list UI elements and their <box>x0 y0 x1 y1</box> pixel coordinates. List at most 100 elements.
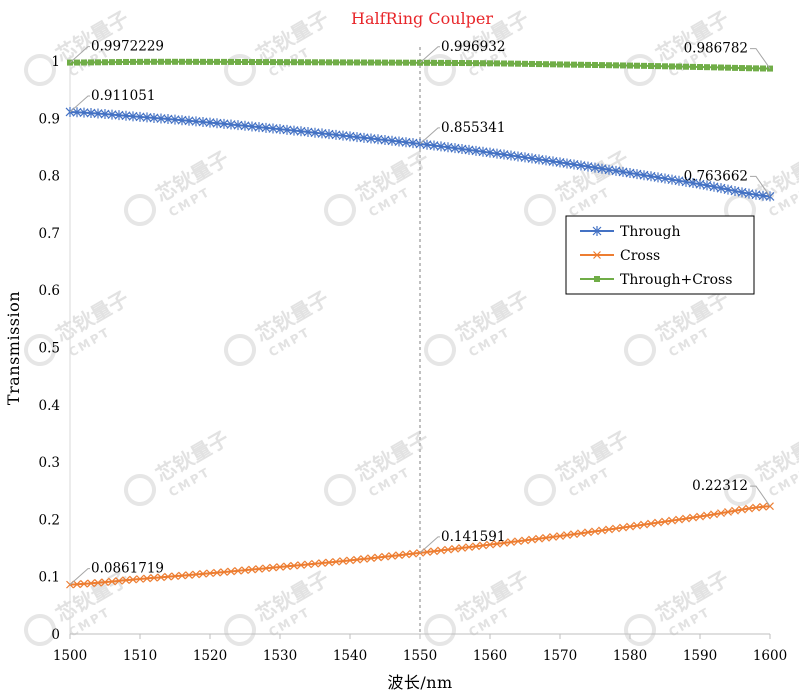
series-point <box>102 59 108 66</box>
series-point <box>354 59 360 66</box>
series-point <box>759 502 767 511</box>
series-point <box>571 61 577 68</box>
series-point <box>268 123 278 134</box>
series-point <box>345 131 355 142</box>
series-point <box>570 530 578 539</box>
series-point <box>123 58 129 65</box>
series-point <box>135 111 145 122</box>
series-point <box>381 552 389 561</box>
y-tick-label: 0.5 <box>39 341 60 357</box>
series-point <box>752 503 760 512</box>
series-point <box>646 171 656 182</box>
series-point <box>466 60 472 67</box>
series-point <box>632 169 642 180</box>
series-point <box>690 63 696 70</box>
x-tick-label: 1560 <box>473 648 507 664</box>
data-label: 0.911051 <box>69 88 155 113</box>
series-point <box>402 550 410 559</box>
series-point <box>682 514 690 523</box>
x-tick-label: 1550 <box>403 648 437 664</box>
series-point <box>291 59 297 66</box>
y-tick-label: 0.3 <box>39 455 60 471</box>
series-point <box>465 543 473 552</box>
series-point <box>129 575 137 584</box>
series-point <box>179 58 185 65</box>
series-point <box>423 548 431 556</box>
series-point <box>128 111 138 122</box>
series-point <box>710 510 718 519</box>
series-point <box>717 509 725 518</box>
series-point <box>718 64 724 71</box>
series-point <box>654 518 662 527</box>
series-point <box>247 121 257 132</box>
series-point <box>765 191 775 202</box>
series-point <box>508 60 514 67</box>
series-point <box>640 520 648 529</box>
series-point <box>648 62 654 69</box>
series-point <box>716 183 726 194</box>
series-point <box>633 521 641 530</box>
y-tick-label: 0.4 <box>39 398 60 414</box>
series-point <box>675 515 683 524</box>
watermark-logo-icon <box>724 474 756 506</box>
series-point <box>444 545 452 554</box>
x-tick-label: 1520 <box>193 648 227 664</box>
series-point <box>578 61 584 68</box>
series-point <box>760 65 766 72</box>
series-point <box>326 59 332 66</box>
series-point <box>501 60 507 67</box>
series-point <box>548 156 558 167</box>
series-point <box>627 62 633 69</box>
series-point <box>613 62 619 69</box>
x-tick-label: 1600 <box>753 648 787 664</box>
data-label-text: 0.996932 <box>441 39 505 55</box>
watermark-logo-icon <box>124 194 156 226</box>
series-point <box>331 129 341 140</box>
watermark-logo-icon <box>24 614 56 646</box>
series-point <box>226 119 236 130</box>
series-point <box>625 168 635 179</box>
data-label: 0.22312 <box>692 478 771 507</box>
series-point <box>108 577 116 586</box>
series-point <box>424 59 430 66</box>
watermark-logo-icon <box>524 194 556 226</box>
series-point <box>170 114 180 125</box>
series-point <box>261 122 271 133</box>
series-point <box>296 126 306 137</box>
series-point <box>529 60 535 67</box>
series-point <box>193 58 199 65</box>
series-point <box>80 579 88 588</box>
series-point <box>289 125 299 136</box>
series-point <box>109 59 115 66</box>
series-point <box>121 110 131 121</box>
x-tick-label: 1590 <box>683 648 717 664</box>
series-point <box>647 519 655 528</box>
series-point <box>676 63 682 70</box>
legend-swatch-marker <box>593 251 601 259</box>
data-label: 0.763662 <box>684 168 771 197</box>
data-label-text: 0.986782 <box>684 41 748 57</box>
x-tick-label: 1580 <box>613 648 647 664</box>
series-point <box>611 165 621 176</box>
series-point <box>562 158 572 169</box>
leader-line <box>69 46 90 63</box>
series-point <box>205 117 215 128</box>
series-point <box>394 136 404 147</box>
series-point <box>290 561 298 570</box>
series-point <box>479 541 487 550</box>
legend-label: Through+Cross <box>620 272 732 288</box>
x-axis-title: 波长/nm <box>387 673 452 692</box>
series-point <box>382 59 388 66</box>
series-point <box>200 58 206 65</box>
watermark-logo-icon <box>124 474 156 506</box>
series-point <box>164 572 172 581</box>
series-point <box>662 63 668 70</box>
series-point <box>373 134 383 145</box>
x-tick-label: 1540 <box>333 648 367 664</box>
series-point <box>207 58 213 65</box>
